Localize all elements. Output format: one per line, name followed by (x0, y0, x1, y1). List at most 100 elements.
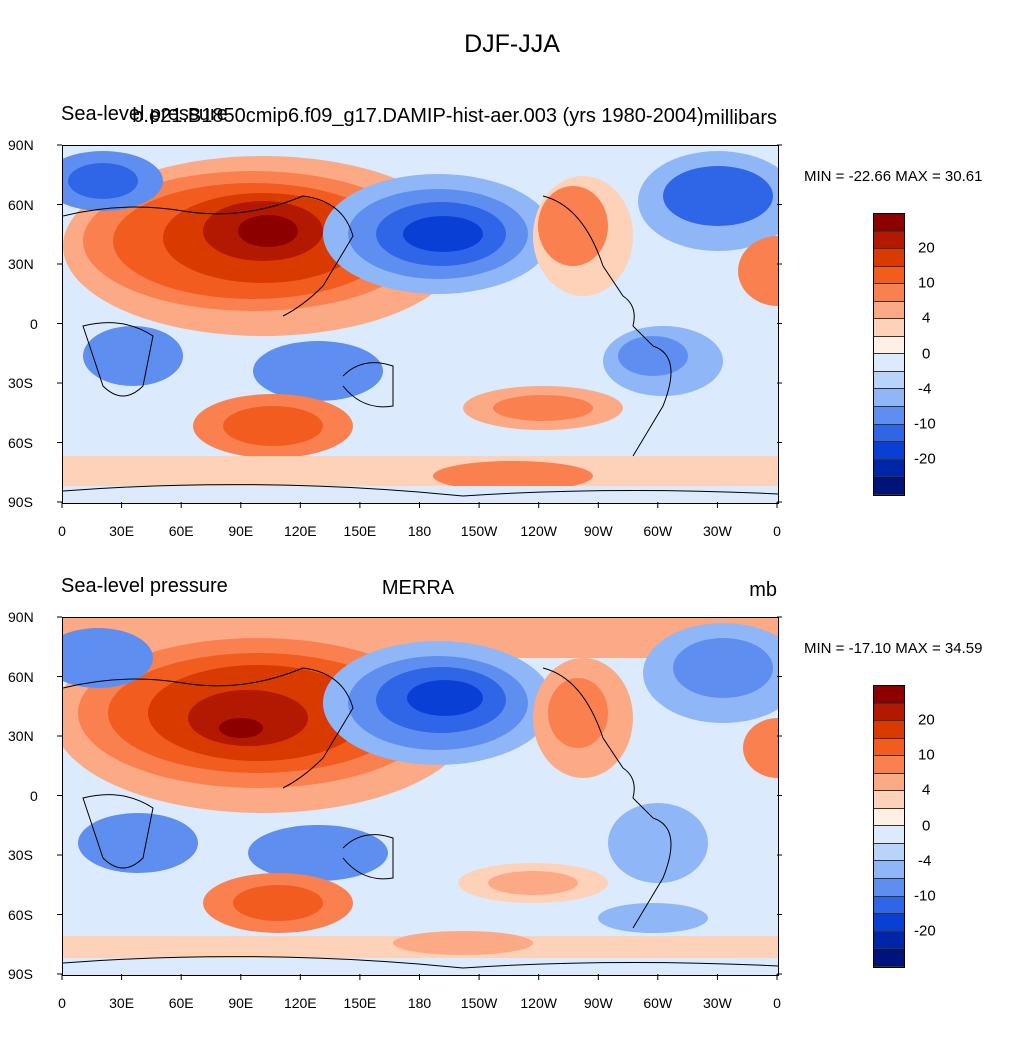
colorbar-segment (874, 442, 904, 460)
lon-label: 150W (460, 523, 498, 539)
colorbar-label: -10 (914, 415, 936, 433)
colorbar-segment (874, 896, 904, 915)
colorbar-label: -4 (918, 380, 932, 398)
lat-label: 90S (8, 966, 33, 982)
colorbar-segment (874, 879, 904, 897)
lat-label: 0 (30, 787, 38, 804)
colorbar-segment (874, 791, 904, 809)
colorbar-label: -20 (914, 922, 936, 940)
colorbar-segment (874, 459, 904, 478)
colorbar-label: 0 (922, 345, 931, 362)
lon-label: 120W (520, 995, 557, 1011)
colorbar-segment (874, 843, 904, 862)
lon-label: 90E (228, 995, 254, 1011)
lat-label: 60S (8, 434, 33, 451)
colorbar-label: -10 (914, 887, 936, 905)
colorbar-segment (874, 861, 904, 880)
colorbar-segment (874, 249, 904, 267)
lon-label: 60W (643, 995, 673, 1011)
lon-label: 90W (583, 523, 613, 539)
colorbar-segment (874, 407, 904, 425)
colorbar-segment (874, 773, 904, 792)
colorbar-segment (874, 756, 904, 774)
lat-label: 30N (8, 728, 34, 744)
colorbar-label: 20 (918, 239, 935, 257)
colorbar-segment (874, 703, 904, 722)
lat-label: 30N (8, 256, 34, 272)
lon-label: 0 (58, 995, 66, 1011)
lon-label: 150E (343, 995, 377, 1011)
colorbar-segment (874, 424, 904, 443)
lat-label: 30S (8, 847, 33, 863)
panel-center-title: MERRA (381, 577, 455, 599)
lon-label: 150E (343, 523, 377, 539)
colorbar-segment (874, 931, 904, 950)
lat-label: 0 (30, 315, 38, 332)
colorbar-segment (874, 354, 904, 372)
panel-center-title: b.e21.B1850cmip6.f09_g17.DAMIP-hist-aer.… (132, 105, 704, 127)
lon-label: 60E (168, 995, 194, 1011)
lon-label: 150W (460, 995, 498, 1011)
colorbar-segment (874, 738, 904, 757)
lon-label: 60W (643, 523, 673, 539)
panel-left-title: Sea-level pressure (61, 103, 228, 125)
colorbar-label: 4 (922, 781, 931, 799)
colorbar-segment (874, 301, 904, 320)
lat-label: 60N (8, 668, 34, 685)
lat-label: 90N (8, 609, 34, 625)
contour-map (62, 617, 779, 976)
colorbar-segment (874, 319, 904, 337)
lon-label: 90E (228, 523, 254, 539)
lat-label: 60N (8, 196, 34, 213)
colorbar-segment (874, 284, 904, 302)
lon-label: 0 (58, 523, 66, 539)
axis-ticks (57, 144, 782, 508)
colorbar-segment (874, 231, 904, 250)
figure-title: DJF-JJA (464, 30, 560, 58)
colorbar-label: 10 (918, 746, 935, 764)
contour-map (62, 145, 779, 504)
lon-label: 180 (407, 995, 432, 1011)
contour-field (63, 618, 778, 975)
axis-ticks (57, 616, 782, 980)
lon-label: 90W (583, 995, 613, 1011)
map-panel-merra: Sea-level pressure MERRA mb MIN = -17.10… (0, 567, 1024, 1047)
panel-left-title: Sea-level pressure (61, 575, 228, 597)
colorbar-segment (874, 214, 904, 232)
colorbar-label: 0 (922, 817, 931, 834)
colorbar-segment (874, 389, 904, 408)
lon-label: 120W (520, 523, 557, 539)
lon-label: 30W (702, 995, 732, 1011)
colorbar-segment (874, 336, 904, 355)
lon-label: 120E (283, 523, 317, 539)
lon-label: 30E (109, 995, 135, 1011)
min-max-label: MIN = -17.10 MAX = 34.59 (804, 640, 983, 657)
min-max-label: MIN = -22.66 MAX = 30.61 (804, 168, 983, 185)
lon-label: 30E (109, 523, 135, 539)
colorbar-segment (874, 914, 904, 932)
colorbar-segment (874, 266, 904, 285)
lon-label: 180 (407, 523, 432, 539)
lon-label: 60E (168, 523, 194, 539)
colorbar (873, 685, 905, 968)
lon-label: 30W (702, 523, 732, 539)
lon-label: 120E (283, 995, 317, 1011)
colorbar-segment (874, 721, 904, 739)
panel-units: millibars (703, 107, 777, 129)
map-panel-model: b.e21.B1850cmip6.f09_g17.DAMIP-hist-aer.… (0, 95, 1024, 575)
colorbar-label: -4 (918, 852, 932, 870)
panel-units: mb (749, 579, 777, 601)
colorbar-label: -20 (914, 450, 936, 468)
colorbar-segment (874, 826, 904, 844)
colorbar-segment (874, 371, 904, 390)
contour-field (63, 146, 778, 503)
lon-label: 0 (773, 523, 781, 539)
lon-label: 0 (773, 995, 781, 1011)
lat-label: 90S (8, 494, 33, 510)
colorbar-segment (874, 686, 904, 704)
lat-label: 30S (8, 375, 33, 391)
colorbar-segment (874, 949, 904, 967)
lat-label: 90N (8, 137, 34, 153)
colorbar-label: 10 (918, 274, 935, 292)
colorbar-segment (874, 808, 904, 827)
